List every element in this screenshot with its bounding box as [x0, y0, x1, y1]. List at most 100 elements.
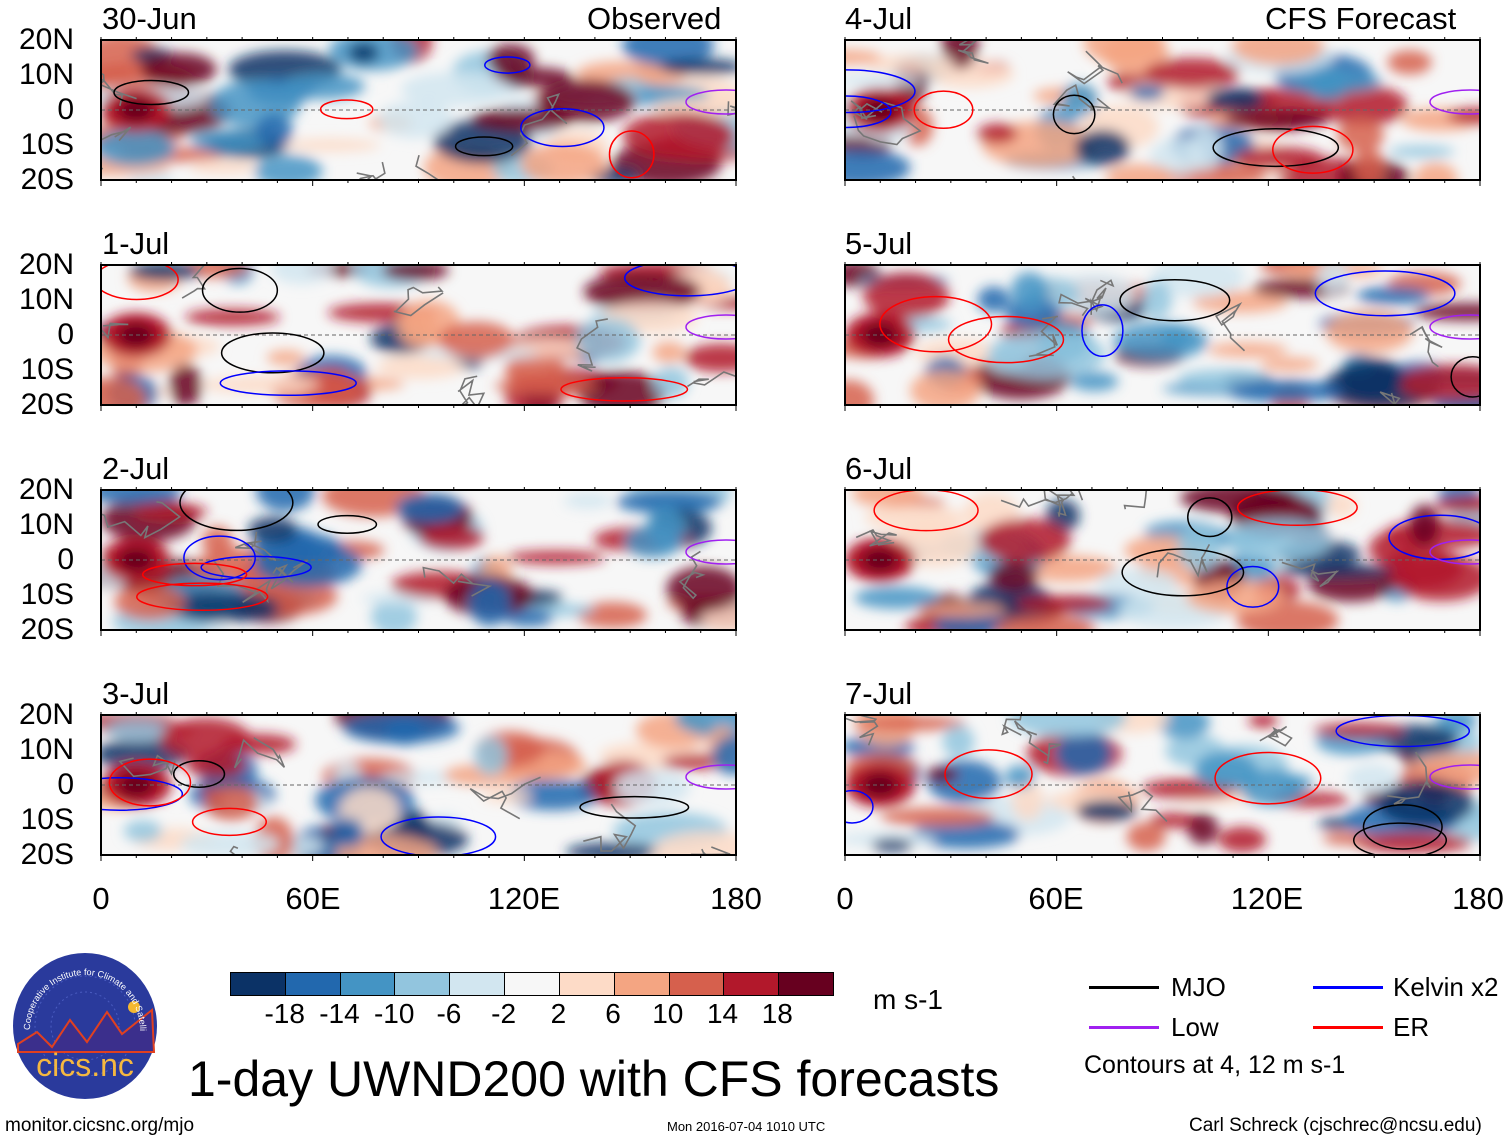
wind-anomaly-blob	[853, 715, 966, 732]
colorbar-swatch	[668, 973, 724, 995]
wind-anomaly-blob	[1239, 769, 1304, 807]
wave-contour	[944, 749, 1033, 800]
wind-anomaly-blob	[1325, 310, 1414, 353]
wave-contour	[141, 562, 248, 587]
coastline	[850, 40, 1123, 180]
wind-anomaly-blob	[1074, 129, 1131, 166]
colorbar-units: m s-1	[873, 984, 943, 1015]
colorbar-tick-label: -10	[373, 998, 415, 1029]
wave-contour	[380, 816, 497, 855]
wind-anomaly-blob	[1126, 822, 1166, 852]
low-freq-contour	[685, 89, 736, 115]
wind-anomaly-blob	[1008, 715, 1127, 738]
wave-contour	[560, 377, 689, 402]
lat-label: 20N	[18, 23, 74, 56]
wind-anomaly-blob	[1313, 722, 1404, 739]
footer-timestamp: Mon 2016-07-04 1010 UTC	[667, 1119, 826, 1134]
wind-anomaly-blob	[1346, 763, 1399, 794]
wind-anomaly-blob	[190, 129, 270, 153]
wind-anomaly-blob	[1129, 84, 1165, 101]
colorbar-tick-label: 2	[550, 998, 567, 1029]
legend-kelvin-label: Kelvin x2	[1393, 972, 1499, 1002]
wind-anomaly-blob	[536, 79, 637, 123]
lat-label: 10S	[20, 578, 74, 611]
wind-anomaly-blob	[1223, 109, 1330, 130]
lat-label: 20S	[20, 613, 74, 646]
lat-label: 20S	[20, 163, 74, 196]
wind-anomaly-blob	[1061, 83, 1098, 118]
wind-anomaly-blob	[376, 354, 465, 379]
wind-anomaly-blob	[845, 73, 922, 87]
lon-label: 120E	[487, 881, 561, 916]
wind-anomaly-blob	[1149, 138, 1205, 176]
contour-note: Contours at 4, 12 m s-1	[1084, 1051, 1346, 1079]
observed-label: Observed	[587, 1, 722, 36]
legend-mjo-line	[1089, 986, 1159, 989]
wave-contour	[101, 777, 184, 811]
map-panel	[100, 487, 737, 636]
wind-anomaly-blob	[1105, 163, 1174, 180]
lon-label: 180	[1452, 881, 1504, 916]
cics-logo: Cooperative Institute for Climate and Sa…	[12, 952, 157, 1099]
legend-kelvin-line	[1313, 986, 1383, 989]
colorbar	[230, 972, 834, 996]
wind-anomaly-blob	[653, 366, 689, 399]
wave-contour	[1187, 497, 1233, 538]
wind-anomaly-blob	[563, 492, 613, 509]
colorbar-swatch	[504, 973, 559, 995]
wind-anomaly-blob	[977, 286, 1010, 313]
wave-contour	[191, 807, 267, 837]
wind-anomaly-blob	[1433, 496, 1480, 514]
lat-label: 20S	[20, 838, 74, 871]
wind-anomaly-blob	[200, 376, 321, 394]
wind-anomaly-blob	[473, 736, 508, 776]
wind-anomaly-blob	[1388, 145, 1455, 158]
lat-label: 10N	[18, 58, 74, 91]
wind-anomaly-blob	[282, 138, 381, 152]
lat-label: 20S	[20, 388, 74, 421]
wind-anomaly-blob	[503, 608, 554, 627]
wind-anomaly-blob	[1010, 271, 1049, 311]
lat-label: 20N	[18, 248, 74, 281]
colorbar-swatch	[284, 973, 340, 995]
wind-anomaly-blob	[1382, 546, 1464, 590]
colorbar-swatch	[558, 973, 614, 995]
wave-contour	[220, 332, 325, 374]
wind-anomaly-blob	[202, 526, 233, 557]
panel-date: 1-Jul	[102, 226, 170, 261]
coastline	[1028, 279, 1443, 405]
wave-contour	[317, 514, 378, 534]
wave-contour	[1081, 304, 1124, 358]
wind-anomaly-blob	[189, 160, 258, 175]
colorbar-tick-label: -2	[491, 998, 517, 1029]
colorbar-swatch	[723, 973, 779, 995]
wind-anomaly-blob	[1337, 119, 1384, 153]
wind-anomaly-blob	[1231, 40, 1325, 66]
panel-date: 6-Jul	[845, 451, 913, 486]
lon-label: 0	[836, 881, 854, 916]
wind-anomaly-blob	[845, 148, 911, 180]
wind-anomaly-blob	[565, 842, 662, 855]
wind-anomaly-blob	[204, 785, 259, 821]
wind-anomaly-blob	[711, 735, 736, 775]
wind-anomaly-blob	[979, 518, 1071, 563]
panel-date: 5-Jul	[845, 226, 913, 261]
wind-anomaly-blob	[101, 129, 175, 167]
wind-anomaly-blob	[912, 819, 1021, 849]
low-freq-contour	[1429, 314, 1480, 340]
low-freq-contour	[1429, 89, 1480, 115]
footer-url[interactable]: monitor.cicsnc.org/mjo	[5, 1115, 195, 1136]
wind-anomaly-blob	[385, 718, 424, 746]
wave-contour	[879, 295, 993, 353]
map-panel	[100, 262, 737, 411]
lon-label: 180	[710, 881, 762, 916]
wave-contour	[1272, 125, 1354, 174]
wind-anomaly-blob	[1076, 800, 1137, 822]
wind-anomaly-blob	[438, 321, 515, 359]
wind-anomaly-blob	[1447, 107, 1480, 125]
wind-anomaly-blob	[659, 58, 736, 76]
lat-label: 10N	[18, 508, 74, 541]
colorbar-swatch	[231, 973, 285, 995]
map-panel	[100, 37, 737, 186]
wind-anomaly-blob	[419, 525, 485, 550]
